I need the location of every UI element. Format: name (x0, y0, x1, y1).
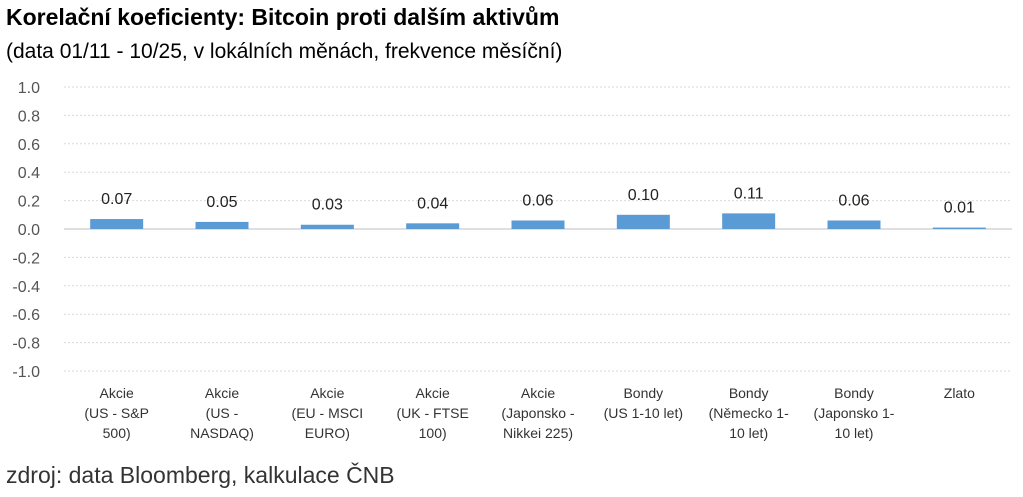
value-label: 0.06 (838, 192, 869, 209)
bar (616, 214, 670, 229)
bar (195, 221, 249, 229)
category-label: Bondy (Japonsko 1-10 let) (814, 385, 895, 441)
value-label: 0.10 (628, 187, 659, 204)
category-label: Akcie (US - S&P 500) (84, 385, 149, 441)
bar (827, 220, 881, 229)
y-tick-label: 0.8 (18, 108, 40, 125)
value-label: 0.06 (522, 192, 553, 209)
category-label: Bondy (Německo 1-10 let) (709, 385, 789, 441)
value-label: 0.01 (944, 200, 975, 217)
bar (511, 220, 565, 229)
y-tick-label: 0.2 (18, 194, 40, 211)
bar (406, 223, 460, 229)
bars (90, 213, 986, 229)
value-label: 0.07 (101, 191, 132, 208)
category-label: Akcie (UK - FTSE 100) (396, 385, 468, 441)
y-tick-label: 0.6 (18, 137, 40, 154)
y-tick-label: -0.6 (12, 307, 40, 324)
bar (300, 224, 354, 229)
y-tick-label: -0.4 (12, 279, 40, 296)
y-tick-label: -0.2 (12, 250, 40, 267)
chart-subtitle: (data 01/11 - 10/25, v lokálních měnách,… (6, 40, 563, 63)
value-label: 0.04 (417, 195, 448, 212)
category-label: Zlato (944, 385, 975, 401)
data-labels: 0.07 0.05 0.03 0.04 0.06 0.10 0.11 0.06 0.01 (101, 185, 975, 216)
value-label: 0.03 (312, 197, 343, 214)
bar (90, 219, 144, 229)
source-note: zdroj: data Bloomberg, kalkulace ČNB (6, 462, 395, 488)
value-label: 0.05 (206, 194, 237, 211)
y-tick-label: -1.0 (12, 364, 40, 381)
y-tick-label: -0.8 (12, 336, 40, 353)
category-label: Akcie (Japonsko -Nikkei 225) (501, 385, 574, 441)
category-label: Akcie (EU - MSCI EURO) (292, 385, 364, 441)
category-label: Bondy (US 1-10 let) (604, 385, 683, 421)
y-tick-label: 1.0 (18, 80, 40, 97)
chart-title: Korelační koeficienty: Bitcoin proti dal… (6, 4, 560, 30)
x-axis: Akcie (US - S&P 500) Akcie (US -NASDAQ) Akcie… (84, 385, 975, 441)
bar (722, 213, 776, 229)
y-axis: 1.0 0.8 0.6 0.4 0.2 0.0 -0.2 -0.4 -0.6 -0.8 -1.0 (12, 80, 40, 381)
value-label: 0.11 (734, 185, 764, 202)
category-label: Akcie (US -NASDAQ) (190, 385, 254, 441)
y-tick-label: 0.4 (18, 165, 40, 182)
y-tick-label: 0.0 (18, 222, 40, 239)
bar (932, 227, 986, 229)
